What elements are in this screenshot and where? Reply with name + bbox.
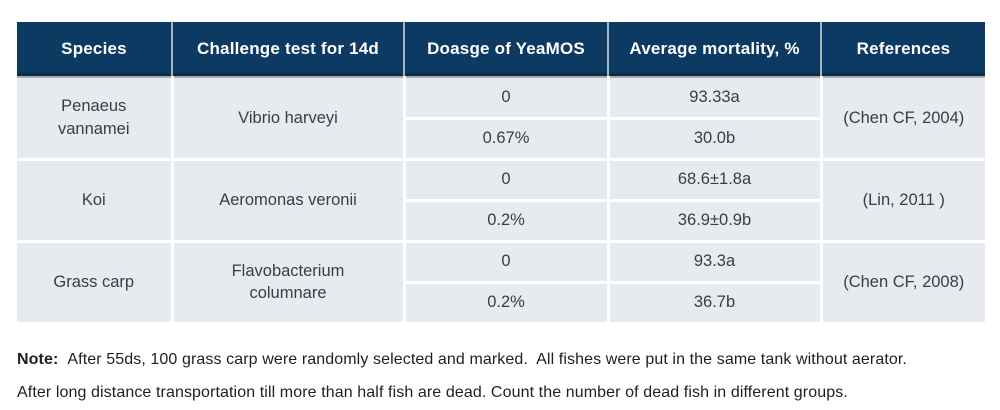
header-dosage: Doasge of YeaMOS bbox=[403, 22, 608, 78]
challenge-cell: Vibrio harveyi bbox=[170, 77, 406, 161]
table-row: 0.2% 36.7b bbox=[17, 280, 985, 325]
footnote-line-2: After long distance transportation till … bbox=[17, 383, 985, 403]
dose-cell: 0 bbox=[402, 239, 610, 284]
mortality-cell: 68.6±1.8a bbox=[606, 157, 823, 202]
dose-cell: 0.2% bbox=[404, 280, 610, 325]
footnote: Note: After 55ds, 100 grass carp were ran… bbox=[17, 350, 985, 403]
mortality-cell: 30.0b bbox=[606, 116, 821, 161]
reference-cell: (Lin, 2011 ) bbox=[819, 157, 985, 243]
mortality-cell: 36.9±0.9b bbox=[606, 198, 821, 243]
reference-cell: (Chen CF, 2004) bbox=[819, 77, 985, 161]
species-cell: Penaeus vannamei bbox=[17, 77, 174, 161]
header-references: References bbox=[820, 22, 985, 78]
note-text-2: After long distance transportation till … bbox=[17, 383, 848, 401]
species-cell: Grass carp bbox=[17, 239, 174, 325]
dose-cell: 0.2% bbox=[404, 198, 610, 243]
table-row: Penaeus vannamei Vibrio harveyi 0 93.33a… bbox=[17, 77, 985, 161]
header-challenge-test: Challenge test for 14d bbox=[171, 22, 404, 78]
table-header-row: Species Challenge test for 14d Doasge of… bbox=[17, 22, 985, 78]
mortality-cell: 36.7b bbox=[606, 280, 821, 325]
header-average-mortality: Average mortality, % bbox=[607, 22, 821, 78]
table-row: Grass carp Flavobacterium columnare 0 93… bbox=[17, 239, 985, 325]
challenge-cell: Flavobacterium columnare bbox=[170, 239, 406, 325]
table-row: 0.2% 36.9±0.9b bbox=[17, 198, 985, 243]
reference-cell: (Chen CF, 2008) bbox=[819, 239, 985, 325]
note-label: Note: bbox=[17, 350, 59, 368]
dose-cell: 0.67% bbox=[404, 116, 610, 161]
footnote-line-1: Note: After 55ds, 100 grass carp were ran… bbox=[17, 350, 985, 370]
dose-cell: 0 bbox=[402, 77, 610, 120]
table-row: 0.67% 30.0b bbox=[17, 116, 985, 161]
mortality-cell: 93.33a bbox=[606, 77, 823, 120]
species-cell: Koi bbox=[17, 157, 174, 243]
yeamos-mortality-table: Species Challenge test for 14d Doasge of… bbox=[17, 22, 985, 325]
note-text-1: After 55ds, 100 grass carp were randomly… bbox=[67, 350, 907, 368]
challenge-cell: Aeromonas veronii bbox=[170, 157, 406, 243]
table-row: Koi Aeromonas veronii 0 68.6±1.8a (Lin, … bbox=[17, 157, 985, 243]
dose-cell: 0 bbox=[402, 157, 610, 202]
mortality-cell: 93.3a bbox=[606, 239, 823, 284]
header-species: Species bbox=[17, 22, 172, 78]
